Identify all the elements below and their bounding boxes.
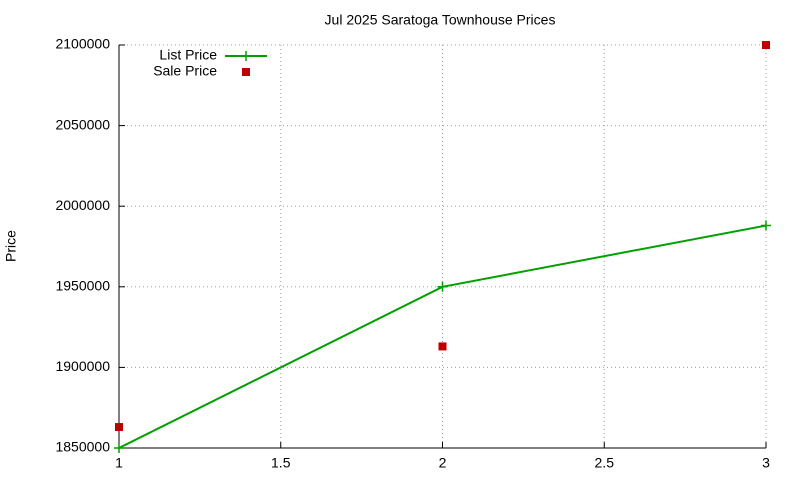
y-tick-label: 2050000 — [55, 116, 110, 132]
x-tick-label: 2 — [439, 455, 447, 471]
point — [242, 68, 250, 76]
point — [114, 443, 124, 453]
point — [438, 342, 447, 351]
legend-label: List Price — [159, 47, 217, 63]
point — [437, 281, 448, 292]
point — [115, 423, 123, 432]
y-tick-label: 1950000 — [55, 278, 110, 294]
x-tick-label: 1.5 — [271, 455, 291, 471]
point — [761, 220, 771, 231]
y-tick-label: 2000000 — [55, 197, 110, 213]
y-tick-label: 1900000 — [55, 358, 110, 374]
x-tick-label: 3 — [762, 455, 770, 471]
x-tick-label: 2.5 — [595, 455, 615, 471]
y-axis-label: Price — [3, 230, 19, 262]
y-tick-label: 2100000 — [55, 36, 110, 52]
y-tick-label: 1850000 — [55, 439, 110, 455]
chart-title: Jul 2025 Saratoga Townhouse Prices — [325, 12, 556, 28]
point — [762, 41, 770, 49]
point — [241, 51, 251, 61]
x-tick-label: 1 — [115, 455, 123, 471]
legend-label: Sale Price — [153, 63, 217, 79]
